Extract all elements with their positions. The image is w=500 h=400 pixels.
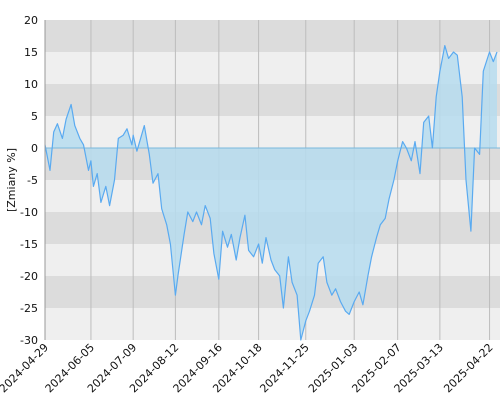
x-tick-label: 2025-04-22 [441,341,495,395]
y-axis-ticks: 20 15 10 5 0 -5 -10 -15 -20 -25 -30 [20,14,38,347]
series-layer [44,45,500,341]
y-tick-label: -20 [20,270,38,283]
y-tick-label: 0 [31,142,38,155]
plot-band [45,52,500,84]
y-tick-label: 10 [24,78,38,91]
series-line [44,45,498,341]
y-tick-label: -15 [20,238,38,251]
x-axis-ticks: 2024-04-292024-06-052024-07-092024-08-12… [0,341,496,395]
y-tick-label: -10 [20,206,38,219]
y-tick-label: 15 [24,46,38,59]
y-tick-label: 5 [31,110,38,123]
y-tick-label: -5 [27,174,38,187]
x-tick-label: 2024-11-25 [257,341,311,395]
y-axis-title: [Zmiany %] [5,148,18,212]
plot-band [45,308,500,340]
y-tick-label: -30 [20,334,38,347]
plot-band [45,276,500,308]
y-tick-label: 20 [24,14,38,27]
y-tick-label: -25 [20,302,38,315]
plot-band [45,20,500,52]
plot-band [45,84,500,116]
series-area [45,45,497,340]
